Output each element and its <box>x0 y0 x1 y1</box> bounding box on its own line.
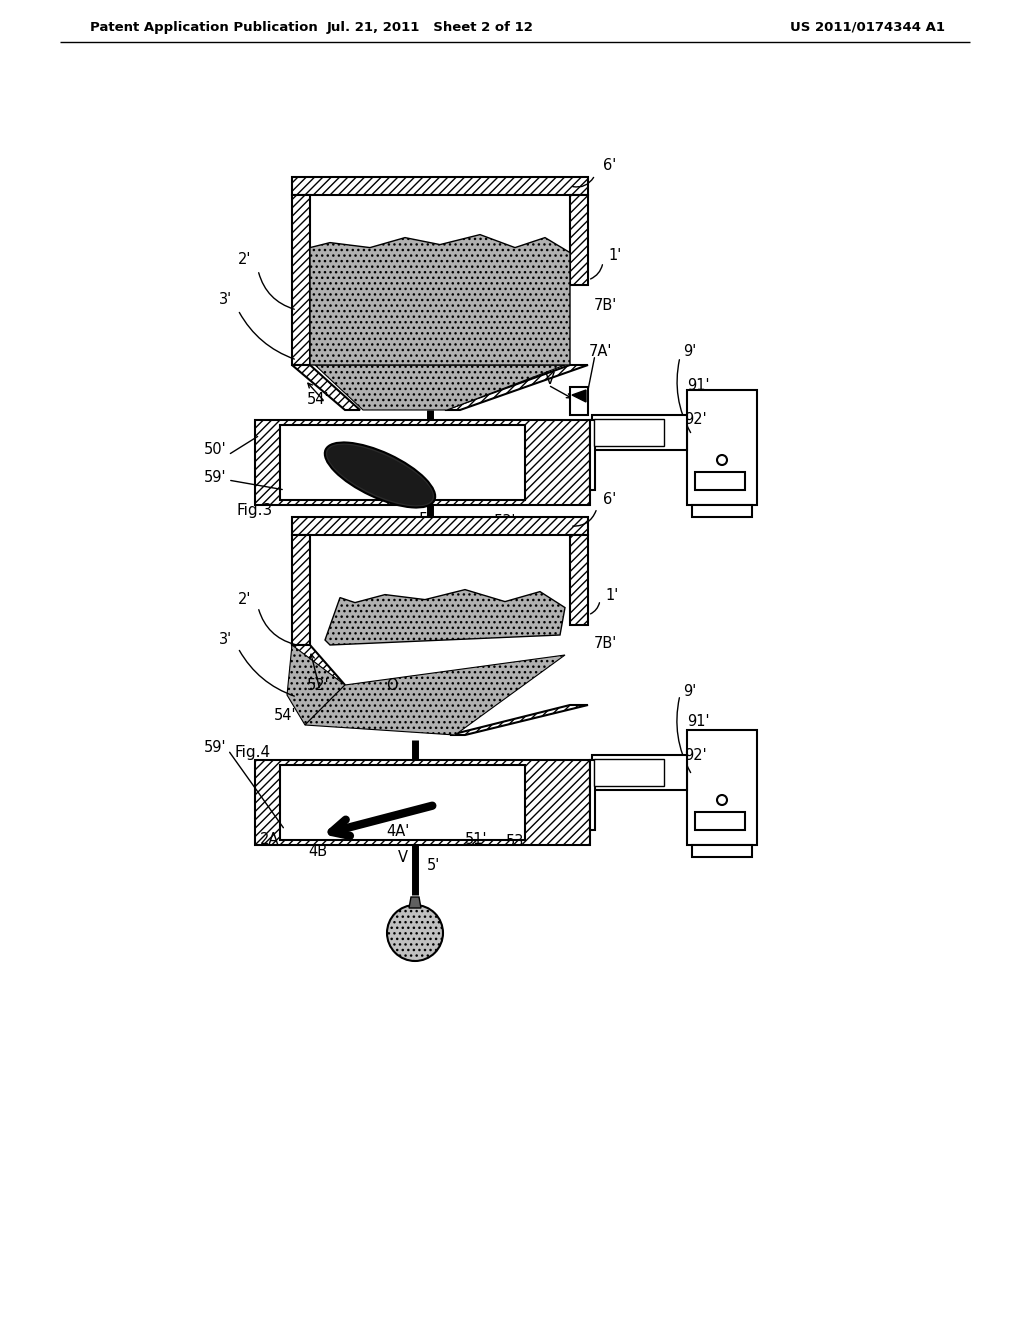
Bar <box>570 387 588 414</box>
Text: 4B: 4B <box>308 845 328 859</box>
Text: 7A': 7A' <box>589 345 611 359</box>
Bar <box>592 414 687 450</box>
Polygon shape <box>255 760 590 845</box>
Bar <box>695 473 745 490</box>
Text: 3': 3' <box>218 632 231 648</box>
Text: 91': 91' <box>687 378 710 392</box>
Text: 50': 50' <box>204 442 226 458</box>
Ellipse shape <box>325 442 435 507</box>
Text: 91': 91' <box>687 714 710 730</box>
Text: 2': 2' <box>239 252 252 268</box>
Polygon shape <box>255 420 590 506</box>
Text: 59': 59' <box>204 470 226 486</box>
Text: 53': 53' <box>494 515 516 529</box>
Polygon shape <box>570 535 588 624</box>
Text: 4B': 4B' <box>326 523 348 537</box>
Bar <box>280 766 525 840</box>
Text: V: V <box>545 372 555 388</box>
Bar <box>692 506 752 517</box>
Polygon shape <box>572 389 586 403</box>
Polygon shape <box>325 590 565 645</box>
Polygon shape <box>292 366 360 411</box>
Bar <box>594 418 664 446</box>
Polygon shape <box>310 235 570 366</box>
Polygon shape <box>409 898 421 908</box>
Text: 5': 5' <box>426 858 439 873</box>
Polygon shape <box>292 535 310 645</box>
Text: 1': 1' <box>608 248 622 263</box>
Circle shape <box>717 455 727 465</box>
Text: 92': 92' <box>684 412 707 428</box>
Text: 2A': 2A' <box>260 833 284 847</box>
Text: 92': 92' <box>684 747 707 763</box>
Bar <box>687 730 757 845</box>
Text: Jul. 21, 2011   Sheet 2 of 12: Jul. 21, 2011 Sheet 2 of 12 <box>327 21 534 33</box>
Text: 5': 5' <box>419 512 432 528</box>
Text: V: V <box>398 850 408 866</box>
Text: 54': 54' <box>273 708 296 722</box>
Polygon shape <box>315 366 565 411</box>
Bar <box>592 755 687 789</box>
Polygon shape <box>445 366 588 411</box>
Text: 1': 1' <box>605 587 618 602</box>
Text: 7B': 7B' <box>593 635 616 651</box>
Polygon shape <box>292 195 310 366</box>
Text: 51': 51' <box>465 833 487 847</box>
Text: 60': 60' <box>519 338 542 352</box>
Ellipse shape <box>328 445 433 506</box>
Bar <box>687 389 757 506</box>
Polygon shape <box>292 517 588 535</box>
Bar <box>590 760 595 830</box>
Text: Fig.3: Fig.3 <box>237 503 273 517</box>
Circle shape <box>387 906 443 961</box>
Text: 6': 6' <box>603 492 616 507</box>
Polygon shape <box>570 195 588 285</box>
Bar <box>594 759 664 785</box>
Text: 7B': 7B' <box>593 297 616 313</box>
Polygon shape <box>450 705 588 735</box>
Text: O: O <box>386 677 397 693</box>
Text: 6': 6' <box>603 157 616 173</box>
Text: 4A': 4A' <box>386 825 410 840</box>
Text: 2': 2' <box>239 593 252 607</box>
Polygon shape <box>305 655 565 735</box>
Text: US 2011/0174344 A1: US 2011/0174344 A1 <box>790 21 945 33</box>
Bar <box>692 845 752 857</box>
Text: Fig.4: Fig.4 <box>234 746 271 760</box>
Text: 53': 53' <box>506 834 528 850</box>
Text: 3': 3' <box>218 293 231 308</box>
Polygon shape <box>292 177 588 195</box>
Circle shape <box>717 795 727 805</box>
Text: 9': 9' <box>683 685 696 700</box>
Text: 52': 52' <box>306 677 330 693</box>
Polygon shape <box>292 645 345 690</box>
Bar <box>590 420 595 490</box>
Polygon shape <box>287 645 345 725</box>
Text: 9': 9' <box>683 345 696 359</box>
Text: 54': 54' <box>307 392 330 408</box>
Bar <box>280 425 525 500</box>
Text: 59': 59' <box>204 741 226 755</box>
Text: Patent Application Publication: Patent Application Publication <box>90 21 317 33</box>
Bar <box>695 812 745 830</box>
Text: O: O <box>410 523 421 537</box>
